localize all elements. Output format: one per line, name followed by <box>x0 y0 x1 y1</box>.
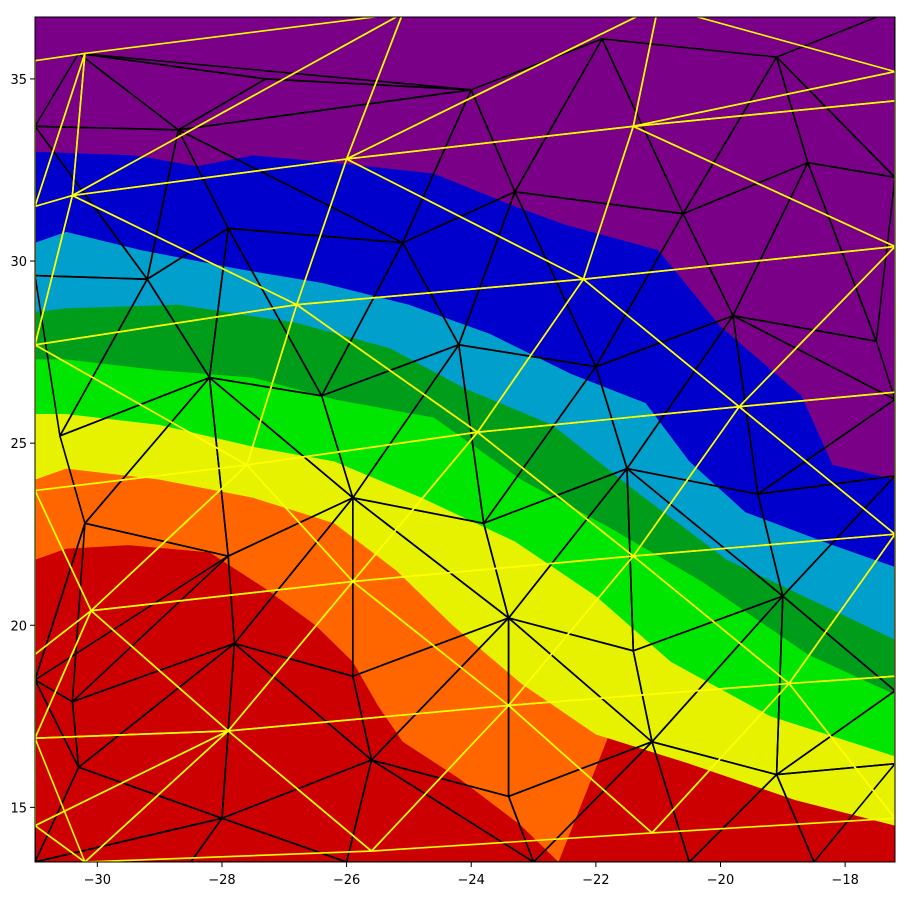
x-tick-label: −26 <box>333 873 360 888</box>
y-tick-label: 35 <box>10 73 27 88</box>
x-tick-label: −18 <box>831 873 858 888</box>
mesh-1-triangle <box>651 682 895 834</box>
x-axis: −30 −28 −26 −24 −22 −20 −18 <box>84 862 859 888</box>
mesh-0-triangle <box>77 52 473 91</box>
mesh-0-triangle <box>532 740 691 862</box>
triangulation-layer <box>35 17 895 862</box>
plot-frame <box>34 16 896 863</box>
x-tick-label: −22 <box>582 873 609 888</box>
x-tick-label: −28 <box>208 873 235 888</box>
x-tick-label: −30 <box>84 873 111 888</box>
triangulation-mesh-1 <box>35 17 895 862</box>
y-tick-label: 15 <box>10 801 27 816</box>
mesh-1-triangle <box>370 704 653 852</box>
filled-contour-layer <box>35 17 895 862</box>
y-tick-label: 30 <box>10 255 27 270</box>
mesh-1-triangle <box>84 730 373 862</box>
mesh-0-triangle <box>190 817 348 862</box>
x-tick-label: −24 <box>458 873 485 888</box>
contour-band-7 <box>35 17 895 480</box>
y-tick-label: 20 <box>10 619 27 634</box>
x-tick-label: −20 <box>707 873 734 888</box>
mesh-0-triangle <box>345 759 535 862</box>
mesh-0-triangle <box>688 773 815 862</box>
y-tick-label: 25 <box>10 437 27 452</box>
y-axis: 15 20 25 30 35 <box>10 73 35 816</box>
